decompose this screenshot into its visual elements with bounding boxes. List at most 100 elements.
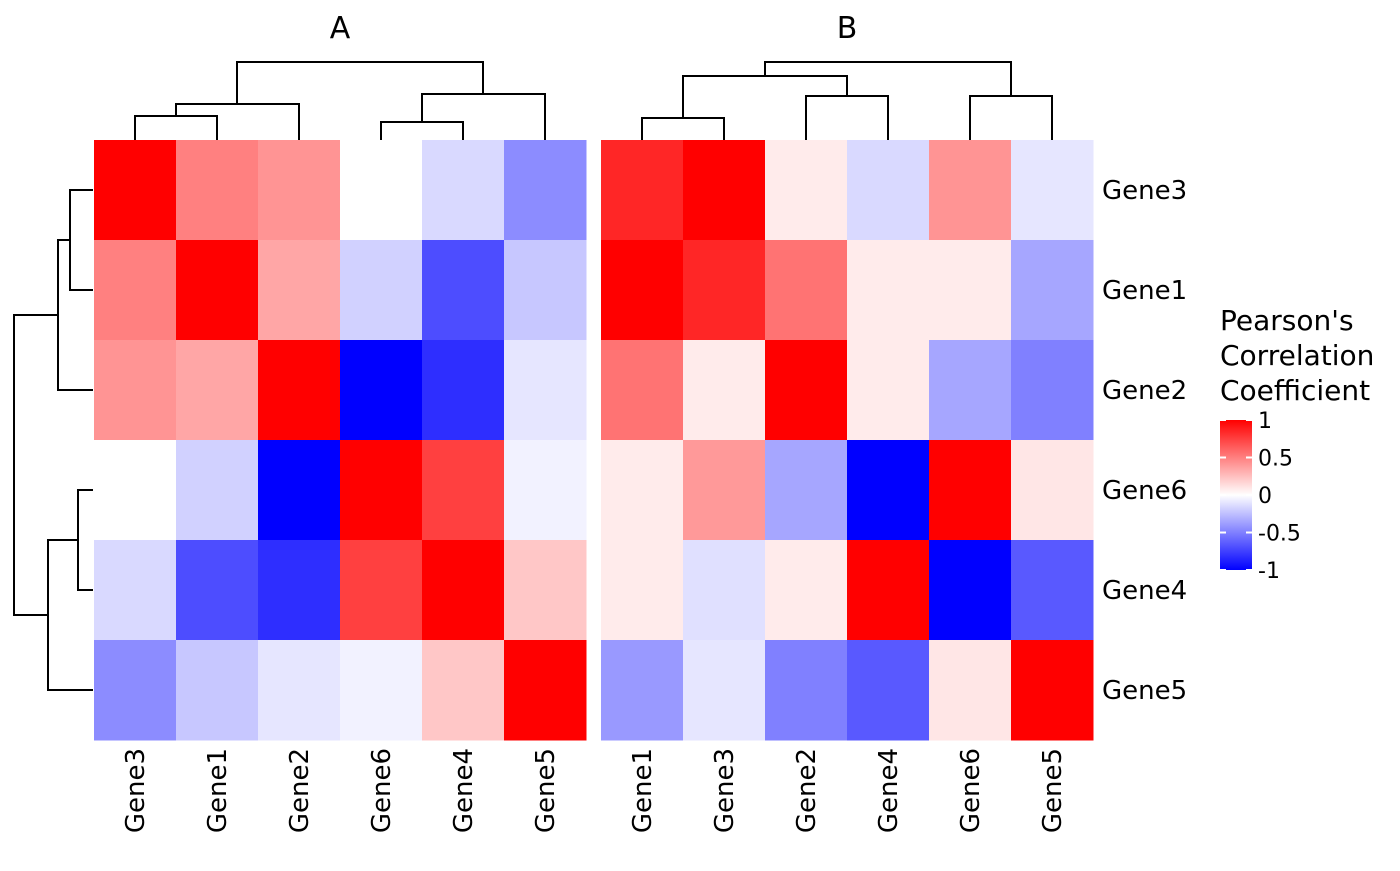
heatmap-cell <box>1011 340 1094 441</box>
row-label: Gene6 <box>1102 476 1187 506</box>
heatmap-cell <box>176 140 259 241</box>
heatmap-cell <box>683 640 766 741</box>
heatmap-cell <box>340 640 423 741</box>
heatmap-cell <box>847 640 930 741</box>
heatmap-cell <box>601 640 684 741</box>
heatmap-cell <box>504 440 587 541</box>
heatmap-cell <box>1011 440 1094 541</box>
panel-title: A <box>330 11 351 46</box>
heatmap-cell <box>929 140 1012 241</box>
panel-title: B <box>837 11 858 46</box>
legend-title-line: Pearson's <box>1220 304 1354 337</box>
heatmap-cell <box>683 240 766 341</box>
heatmap-cell <box>929 440 1012 541</box>
heatmap-panel-a: A Gene3 Gene1 Gene2 Gene6 Gene4 Gene5 <box>94 11 587 833</box>
heatmap-cell <box>765 240 848 341</box>
heatmap-cell <box>847 440 930 541</box>
column-dendrogram-a <box>134 61 546 140</box>
heatmap-cell <box>601 240 684 341</box>
row-label: Gene1 <box>1102 276 1187 306</box>
heatmap-cell <box>94 640 177 741</box>
heatmap-cell <box>176 640 259 741</box>
heatmap-cell <box>683 340 766 441</box>
heatmap-cell <box>340 340 423 441</box>
heatmap-cell <box>847 240 930 341</box>
row-labels: Gene3 Gene1 Gene2 Gene6 Gene4 Gene5 <box>1102 176 1187 706</box>
heatmap-cell <box>94 240 177 341</box>
heatmap-cell <box>601 140 684 241</box>
heatmap-cell <box>1011 140 1094 241</box>
heatmap-panel-b: B Gene1 Gene3 Gene2 Gene4 Gene6 Gene5 <box>601 11 1094 833</box>
heatmap-cell <box>176 540 259 641</box>
heatmap-cell <box>929 540 1012 641</box>
heatmap-cell <box>847 340 930 441</box>
heatmap-cell <box>258 440 341 541</box>
legend-title-line: Coefficient <box>1220 374 1370 407</box>
heatmap-cell <box>258 640 341 741</box>
heatmap-cell <box>765 440 848 541</box>
column-label: Gene6 <box>956 748 986 833</box>
heatmap-cell <box>176 440 259 541</box>
heatmap-cell <box>340 440 423 541</box>
column-label: Gene3 <box>710 748 740 833</box>
row-label: Gene3 <box>1102 176 1187 206</box>
heatmap-cell <box>258 540 341 641</box>
column-dendrogram-b <box>641 61 1053 140</box>
heatmap-cell <box>929 640 1012 741</box>
heatmap-cell <box>94 440 177 541</box>
heatmap-cell <box>765 140 848 241</box>
heatmap-cell <box>683 540 766 641</box>
heatmap-cell <box>601 340 684 441</box>
heatmap-cell <box>504 640 587 741</box>
heatmap-cell <box>504 540 587 641</box>
heatmap-cell <box>504 340 587 441</box>
heatmap-cell <box>929 240 1012 341</box>
column-label: Gene6 <box>367 748 397 833</box>
heatmap-cell <box>1011 640 1094 741</box>
heatmap-cell <box>176 340 259 441</box>
legend-tick-label: 1 <box>1258 409 1272 434</box>
heatmap-cell <box>258 340 341 441</box>
legend-title-line: Correlation <box>1220 339 1374 372</box>
heatmap-cell <box>422 540 505 641</box>
column-label: Gene2 <box>285 748 315 833</box>
heatmap-cell <box>422 240 505 341</box>
legend-tick-label: -1 <box>1258 559 1280 584</box>
heatmap-cell <box>422 440 505 541</box>
heatmap-cell <box>258 140 341 241</box>
legend-tick-label: 0 <box>1258 484 1272 509</box>
column-label: Gene5 <box>531 748 561 833</box>
column-label: Gene4 <box>874 748 904 833</box>
heatmap-cell <box>765 540 848 641</box>
heatmap-cell <box>1011 540 1094 641</box>
heatmap-cell <box>94 540 177 641</box>
heatmap-cell <box>258 240 341 341</box>
row-label: Gene5 <box>1102 676 1187 706</box>
heatmap-cell <box>683 440 766 541</box>
row-dendrogram <box>13 189 93 691</box>
row-label: Gene2 <box>1102 376 1187 406</box>
heatmap-cell <box>94 140 177 241</box>
heatmap-cell <box>847 140 930 241</box>
heatmap-cell <box>340 140 423 241</box>
heatmap-cell <box>683 140 766 241</box>
column-label: Gene1 <box>203 748 233 833</box>
column-label: Gene4 <box>449 748 479 833</box>
heatmap-cell <box>504 140 587 241</box>
heatmap-cell <box>765 340 848 441</box>
heatmap-cell <box>929 340 1012 441</box>
heatmap-cell <box>847 540 930 641</box>
heatmap-cell <box>601 440 684 541</box>
heatmap-cell <box>94 340 177 441</box>
heatmap-cell <box>340 540 423 641</box>
legend-tick-label: 0.5 <box>1258 447 1293 472</box>
heatmap-cell <box>340 240 423 341</box>
heatmap-cell <box>422 640 505 741</box>
column-label: Gene1 <box>628 748 658 833</box>
heatmap-cell <box>1011 240 1094 341</box>
heatmap-cell <box>601 540 684 641</box>
heatmap-cell <box>422 140 505 241</box>
